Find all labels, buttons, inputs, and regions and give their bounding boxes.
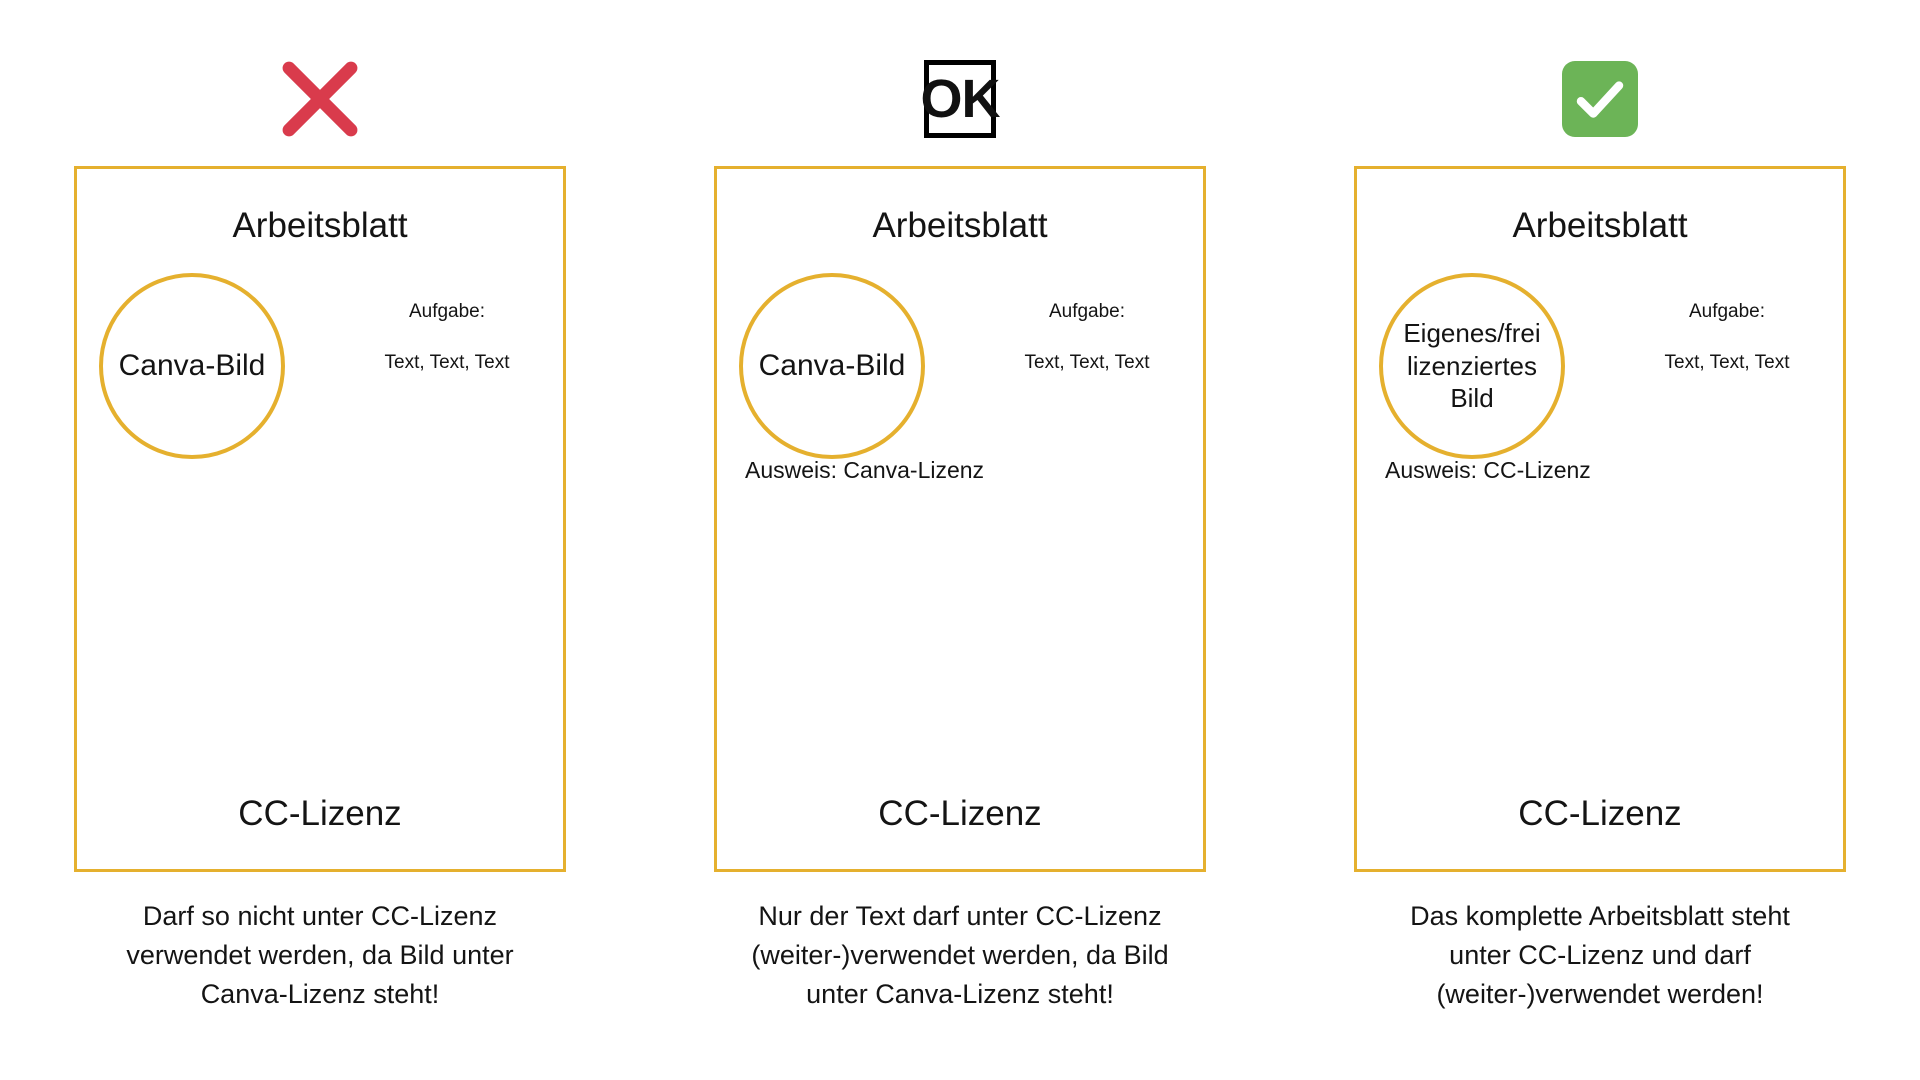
ok-box-label: OK — [920, 69, 1001, 129]
status-badge-slot — [1562, 40, 1638, 158]
status-badge-slot — [277, 40, 363, 158]
worksheet-license-footer: CC-Lizenz — [878, 793, 1042, 833]
worksheet-card: Arbeitsblatt Eigenes/frei lizenziertes B… — [1354, 166, 1846, 872]
image-placeholder-circle: Eigenes/frei lizenziertes Bild — [1379, 273, 1565, 459]
ok-box-icon: OK — [921, 60, 1001, 138]
task-body-text: Text, Text, Text — [1024, 351, 1150, 373]
task-body-text: Text, Text, Text — [1664, 351, 1790, 373]
task-block: Aufgabe: Text, Text, Text — [347, 301, 547, 375]
column-ok: OK Arbeitsblatt Canva-Bild Aufgabe: Text… — [710, 40, 1210, 1014]
column-caption: Darf so nicht unter CC-Lizenz verwendet … — [126, 901, 514, 1009]
task-block: Aufgabe: Text, Text, Text — [1627, 301, 1827, 375]
status-badge-slot: OK — [921, 40, 1001, 158]
task-body-text: Text, Text, Text — [384, 351, 510, 373]
worksheet-card: Arbeitsblatt Canva-Bild Aufgabe: Text, T… — [714, 166, 1206, 872]
task-block: Aufgabe: Text, Text, Text — [987, 301, 1187, 375]
red-cross-icon — [282, 61, 358, 137]
image-placeholder-circle: Canva-Bild — [739, 273, 925, 459]
task-heading: Aufgabe: — [408, 301, 486, 322]
image-placeholder-label: Eigenes/frei lizenziertes Bild — [1403, 317, 1541, 414]
image-placeholder-circle: Canva-Bild — [99, 273, 285, 459]
column-caption: Das komplette Arbeitsblatt steht unter C… — [1410, 901, 1790, 1009]
license-stamp: Ausweis: Canva-Lizenz — [745, 457, 985, 483]
worksheet-title: Arbeitsblatt — [232, 206, 408, 245]
worksheet-license-footer: CC-Lizenz — [238, 793, 402, 833]
green-checkmark-icon — [1562, 61, 1638, 137]
worksheet-card: Arbeitsblatt Canva-Bild Aufgabe: Text, T… — [74, 166, 566, 872]
column-allowed: Arbeitsblatt Eigenes/frei lizenziertes B… — [1350, 40, 1850, 1014]
column-caption: Nur der Text darf unter CC-Lizenz (weite… — [751, 901, 1169, 1009]
image-placeholder-label: Canva-Bild — [758, 349, 906, 383]
worksheet-license-footer: CC-Lizenz — [1518, 793, 1682, 833]
image-placeholder-label: Canva-Bild — [118, 349, 266, 383]
column-not-allowed: Arbeitsblatt Canva-Bild Aufgabe: Text, T… — [70, 40, 570, 1014]
task-heading: Aufgabe: — [1048, 301, 1126, 322]
license-stamp: Ausweis: CC-Lizenz — [1385, 457, 1591, 483]
worksheet-title: Arbeitsblatt — [1512, 206, 1688, 245]
worksheet-title: Arbeitsblatt — [872, 206, 1048, 245]
task-heading: Aufgabe: — [1688, 301, 1766, 322]
